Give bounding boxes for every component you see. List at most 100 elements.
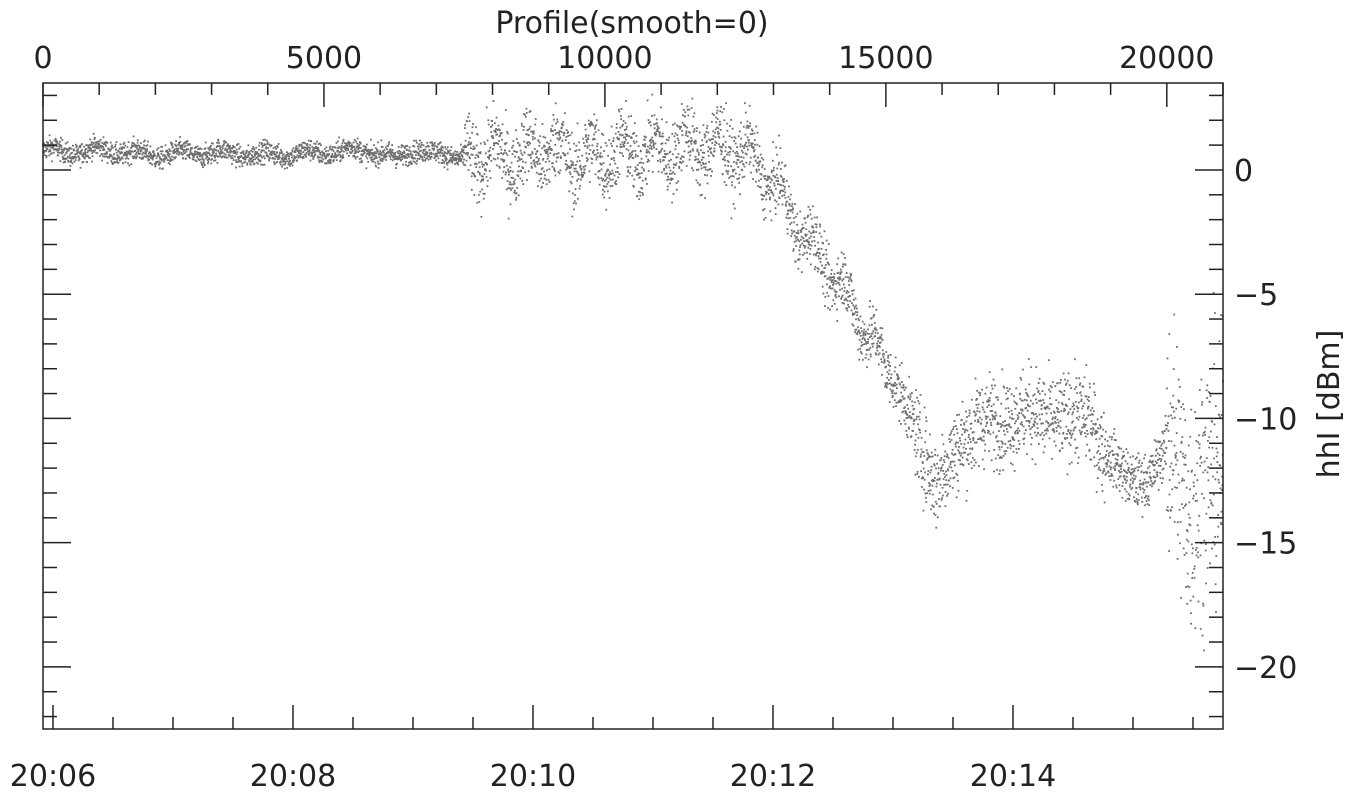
data-point: [532, 138, 534, 141]
data-point: [443, 162, 446, 164]
data-point: [818, 251, 821, 254]
data-point: [96, 147, 98, 150]
data-point: [1067, 430, 1069, 433]
data-point: [629, 152, 631, 155]
data-point: [660, 106, 662, 109]
data-point: [565, 168, 567, 171]
data-point: [1076, 446, 1079, 449]
data-point: [806, 251, 808, 254]
data-point: [1046, 406, 1049, 409]
data-point: [716, 118, 719, 120]
data-point: [680, 125, 682, 128]
data-point: [1145, 500, 1148, 502]
data-point: [281, 154, 284, 157]
data-point: [759, 153, 762, 156]
data-point: [181, 145, 184, 148]
data-point: [451, 160, 453, 163]
data-point: [628, 156, 631, 159]
data-point: [395, 155, 398, 158]
data-point: [1112, 432, 1115, 435]
data-point: [554, 129, 556, 131]
data-point: [234, 155, 236, 158]
data-point: [836, 277, 839, 280]
data-point: [1002, 421, 1004, 424]
data-point: [201, 154, 204, 156]
data-point: [701, 151, 704, 154]
data-point: [715, 121, 718, 124]
data-point: [930, 508, 932, 511]
data-point: [463, 151, 466, 154]
data-point: [261, 156, 263, 159]
data-point: [940, 498, 943, 501]
data-point: [496, 133, 499, 136]
data-point: [295, 156, 297, 159]
data-point: [258, 144, 261, 147]
data-point: [1014, 402, 1017, 404]
data-point: [843, 290, 846, 292]
data-point: [796, 232, 799, 234]
data-point: [426, 141, 429, 144]
data-point: [1136, 503, 1139, 506]
data-point: [810, 232, 812, 235]
data-point: [482, 179, 484, 182]
data-point: [416, 152, 419, 154]
data-point: [672, 166, 675, 169]
data-point: [311, 153, 313, 156]
data-point: [722, 144, 725, 147]
data-point: [1038, 392, 1041, 395]
data-point: [711, 120, 713, 123]
data-point: [522, 113, 525, 115]
data-point: [1134, 458, 1137, 460]
data-point: [621, 141, 624, 144]
data-point: [513, 189, 516, 192]
data-point: [666, 172, 668, 175]
data-point: [219, 146, 222, 149]
data-point: [232, 144, 234, 147]
data-point: [760, 157, 763, 159]
data-point: [976, 410, 979, 413]
data-point: [1146, 497, 1149, 500]
data-point: [587, 134, 590, 137]
data-point: [695, 169, 698, 171]
data-point: [832, 281, 835, 284]
data-point: [316, 147, 319, 149]
data-point: [812, 253, 815, 256]
data-point: [222, 155, 224, 158]
data-point: [615, 123, 618, 125]
data-point: [716, 126, 718, 129]
data-point: [544, 136, 547, 139]
data-point: [364, 151, 366, 154]
data-point: [688, 158, 691, 161]
data-point: [500, 158, 503, 161]
data-point: [640, 161, 642, 164]
data-point: [196, 156, 199, 159]
data-point: [498, 166, 501, 169]
data-point: [414, 157, 416, 160]
data-point: [559, 169, 562, 172]
data-point: [247, 153, 250, 156]
data-point: [575, 202, 577, 205]
data-point: [1127, 468, 1130, 471]
data-point: [935, 467, 937, 470]
data-point: [661, 132, 664, 135]
data-point: [612, 172, 614, 175]
data-point: [972, 431, 975, 433]
data-point: [526, 179, 528, 181]
data-point: [706, 174, 709, 177]
data-point: [575, 144, 578, 147]
data-point: [818, 257, 820, 260]
data-point: [417, 145, 419, 148]
data-point: [1080, 430, 1083, 433]
data-point: [719, 123, 722, 126]
data-point: [149, 162, 152, 165]
data-point: [492, 137, 495, 140]
data-point: [153, 152, 156, 155]
data-point: [731, 127, 734, 130]
data-point: [952, 428, 954, 430]
data-point: [368, 154, 370, 157]
data-point: [732, 175, 735, 178]
data-point: [1083, 414, 1085, 417]
data-point: [571, 215, 574, 218]
data-point: [151, 163, 154, 166]
data-point: [955, 441, 958, 444]
